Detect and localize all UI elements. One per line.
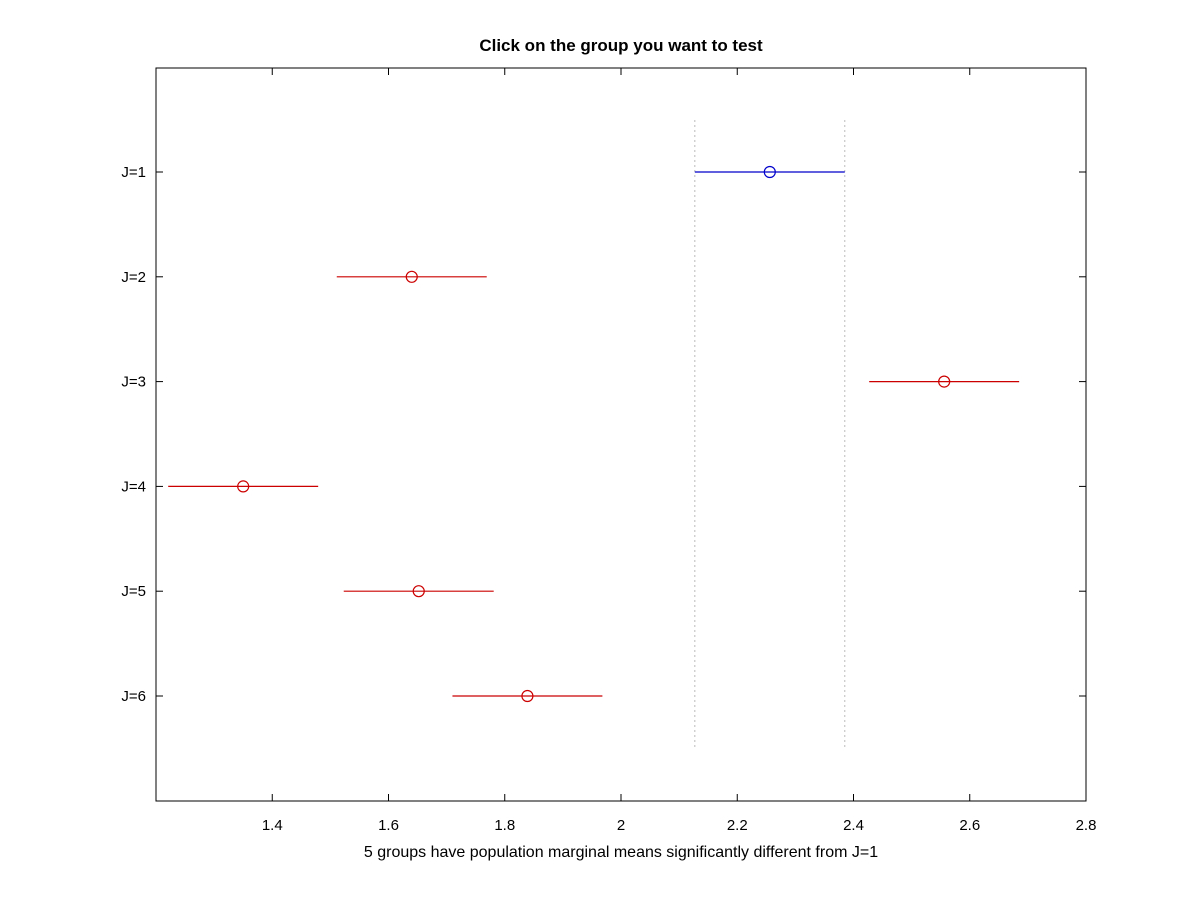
y-tick-label: J=3: [121, 374, 146, 391]
mean-marker[interactable]: [412, 585, 425, 598]
group-interval-1[interactable]: [694, 165, 845, 179]
chart-title: Click on the group you want to test: [479, 36, 763, 55]
x-tick-label: 2.8: [1076, 817, 1097, 834]
group-interval-6[interactable]: [452, 689, 603, 703]
y-tick-label: J=6: [121, 688, 146, 705]
x-tick-label: 2.2: [727, 817, 748, 834]
x-axis-label: 5 groups have population marginal means …: [364, 844, 878, 861]
group-interval-2[interactable]: [336, 270, 487, 283]
x-tick-label: 2.4: [843, 817, 864, 834]
y-axis-ticks: J=1 J=2 J=3 J=4 J=5 J=6: [121, 164, 1086, 705]
x-tick-label: 2: [617, 817, 625, 834]
x-tick-label: 2.6: [959, 817, 980, 834]
group-interval-5[interactable]: [343, 585, 494, 598]
reference-interval-lines: [694, 120, 846, 748]
mean-marker[interactable]: [405, 270, 418, 283]
mean-marker[interactable]: [521, 689, 534, 703]
group-interval-3[interactable]: [869, 375, 1020, 388]
y-tick-label: J=2: [121, 269, 146, 286]
x-tick-label: 1.6: [378, 817, 399, 834]
y-tick-label: J=5: [121, 583, 146, 600]
error-bars[interactable]: [168, 165, 1020, 703]
plot-area: [155, 67, 1087, 802]
x-tick-label: 1.8: [494, 817, 515, 834]
mean-marker[interactable]: [237, 480, 250, 493]
mean-marker[interactable]: [938, 375, 951, 388]
x-tick-label: 1.4: [262, 817, 283, 834]
group-interval-4[interactable]: [168, 480, 319, 493]
mean-marker[interactable]: [763, 165, 776, 179]
y-tick-label: J=1: [121, 164, 146, 181]
y-tick-label: J=4: [121, 478, 146, 495]
x-axis-ticks: 1.4 1.6 1.8 2 2.2 2.4 2.6 2.8: [262, 68, 1097, 834]
